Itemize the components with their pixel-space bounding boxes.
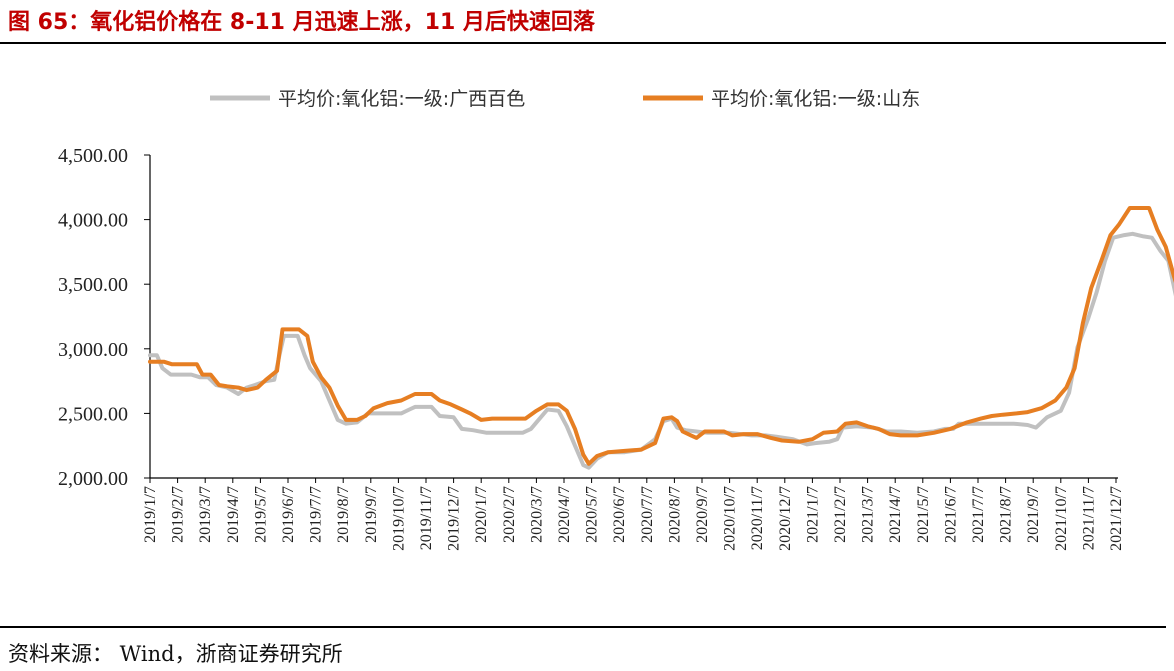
x-tick-label: 2020/1/7 [473,486,490,543]
x-tick-label: 2020/2/7 [501,486,518,543]
x-tick-label: 2021/5/7 [915,486,932,543]
x-tick-label: 2020/8/7 [666,486,683,543]
x-tick-label: 2019/11/7 [418,486,435,550]
y-tick-label: 2,000.00 [58,468,128,490]
figure-title: 图 65：氧化铝价格在 8-11 月迅速上涨，11 月后快速回落 [8,10,595,35]
x-tick-label: 2019/9/7 [363,486,380,543]
x-tick-label: 2021/4/7 [887,486,904,543]
series-layer [148,206,1174,470]
legend-label-1: 平均价:氧化铝:一级:山东 [711,88,920,110]
x-tick-label: 2021/6/7 [942,486,959,543]
y-axis: 2,000.00 2,500.00 3,000.00 3,500.00 4,000.00… [58,145,151,490]
x-tick-label: 2020/10/7 [722,486,739,551]
x-tick-label: 2020/9/7 [694,486,711,543]
series-line-0 [148,231,1174,470]
x-tick-label: 2019/6/7 [280,486,297,543]
x-tick-label: 2019/4/7 [225,486,242,543]
x-tick-label: 2021/1/7 [804,486,821,543]
x-tick-label: 2021/10/7 [1053,486,1070,551]
x-tick-label: 2019/3/7 [197,486,214,543]
legend: 平均价:氧化铝:一级:广西百色 平均价:氧化铝:一级:山东 [210,88,920,110]
x-tick-label: 2019/5/7 [252,486,269,543]
x-tick-label: 2020/4/7 [556,486,573,543]
x-tick-label: 2021/3/7 [860,486,877,543]
x-tick-label: 2021/12/7 [1108,486,1125,551]
source-note: 资料来源： Wind，浙商证券研究所 [8,642,343,666]
title-rule [0,42,1166,44]
series-line-1 [148,206,1174,466]
x-tick-label: 2020/6/7 [611,486,628,543]
x-tick-label: 2021/9/7 [1025,486,1042,543]
x-tick-label: 2021/11/7 [1080,486,1097,550]
x-tick-label: 2019/2/7 [170,486,187,543]
y-tick-label: 3,000.00 [58,339,128,361]
x-tick-label: 2020/11/7 [749,486,766,550]
x-tick-label: 2019/1/7 [142,486,159,543]
x-tick-label: 2019/8/7 [335,486,352,543]
x-tick-label: 2019/10/7 [390,486,407,551]
x-tick-label: 2020/7/7 [639,486,656,543]
legend-label-0: 平均价:氧化铝:一级:广西百色 [278,88,525,110]
y-tick-label: 3,500.00 [58,274,128,296]
x-tick-label: 2020/5/7 [584,486,601,543]
x-tick-label: 2021/7/7 [970,486,987,543]
y-tick-label: 4,500.00 [58,145,128,167]
x-tick-label: 2019/12/7 [446,486,463,551]
x-tick-label: 2021/2/7 [832,486,849,543]
source-rule [0,626,1166,628]
x-tick-label: 2020/3/7 [528,486,545,543]
y-tick-label: 4,000.00 [58,210,128,232]
x-tick-label: 2020/12/7 [777,486,794,551]
x-tick-label: 2021/8/7 [998,486,1015,543]
x-tick-label: 2019/7/7 [308,486,325,543]
x-axis: 2019/1/7 2019/2/7 2019/3/7 2019/4/7 2019/5/7… [142,477,1125,551]
y-tick-label: 2,500.00 [58,403,128,425]
